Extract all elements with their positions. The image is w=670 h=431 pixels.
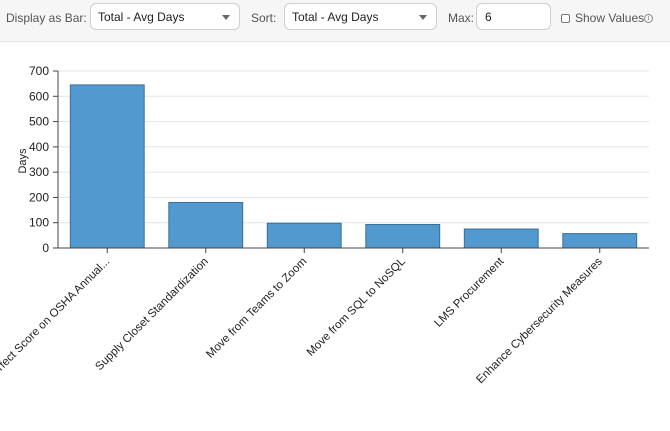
display-as-bar-label: Display as Bar: — [6, 11, 87, 25]
y-tick-label: 100 — [29, 216, 49, 230]
sort-select[interactable]: Total - Avg Days — [284, 3, 437, 30]
bar — [69, 84, 145, 249]
sort-value: Total - Avg Days — [292, 10, 379, 24]
display-as-bar-select[interactable]: Total - Avg Days — [90, 3, 240, 30]
sort-label: Sort: — [251, 11, 277, 25]
bar-chart: 0 100 200 300 400 500 600 700 Achieve Perfect Sc… — [0, 64, 649, 415]
x-tick-label: Move from Teams to Zoom — [204, 256, 309, 361]
y-tick-label: 0 — [42, 241, 49, 255]
y-tick-label: 500 — [29, 115, 49, 129]
y-tick-label: 700 — [29, 64, 49, 78]
bar — [168, 201, 244, 249]
info-icon[interactable]: i — [644, 14, 653, 23]
show-values-label[interactable]: Show Values — [575, 11, 645, 25]
x-tick-label: LMS Procurement — [432, 255, 507, 330]
display-as-bar-value: Total - Avg Days — [98, 10, 185, 24]
bar — [266, 222, 342, 249]
toolbar: Display as Bar: Total - Avg Days Sort: T… — [0, 0, 670, 42]
bar — [463, 228, 539, 249]
chevron-down-icon — [419, 15, 427, 20]
y-tick-label: 600 — [29, 89, 49, 103]
x-tick-label: Achieve Perfect Score on OSHA Annual... — [0, 256, 112, 415]
bars — [69, 84, 638, 249]
x-tick-label: Supply Closet Standardization — [93, 256, 210, 373]
max-input[interactable]: 6 — [476, 3, 551, 30]
y-axis-title: Days — [17, 148, 29, 174]
y-tick-label: 400 — [29, 140, 49, 154]
y-tick-label: 300 — [29, 165, 49, 179]
chevron-down-icon — [222, 15, 230, 20]
bar — [365, 223, 441, 249]
bar — [562, 233, 638, 249]
show-values-checkbox[interactable] — [561, 14, 570, 23]
grid — [58, 70, 649, 224]
y-tick-label: 200 — [29, 190, 49, 204]
x-tick-label: Move from SQL to NoSQL — [305, 255, 409, 359]
max-label: Max: — [448, 11, 475, 25]
